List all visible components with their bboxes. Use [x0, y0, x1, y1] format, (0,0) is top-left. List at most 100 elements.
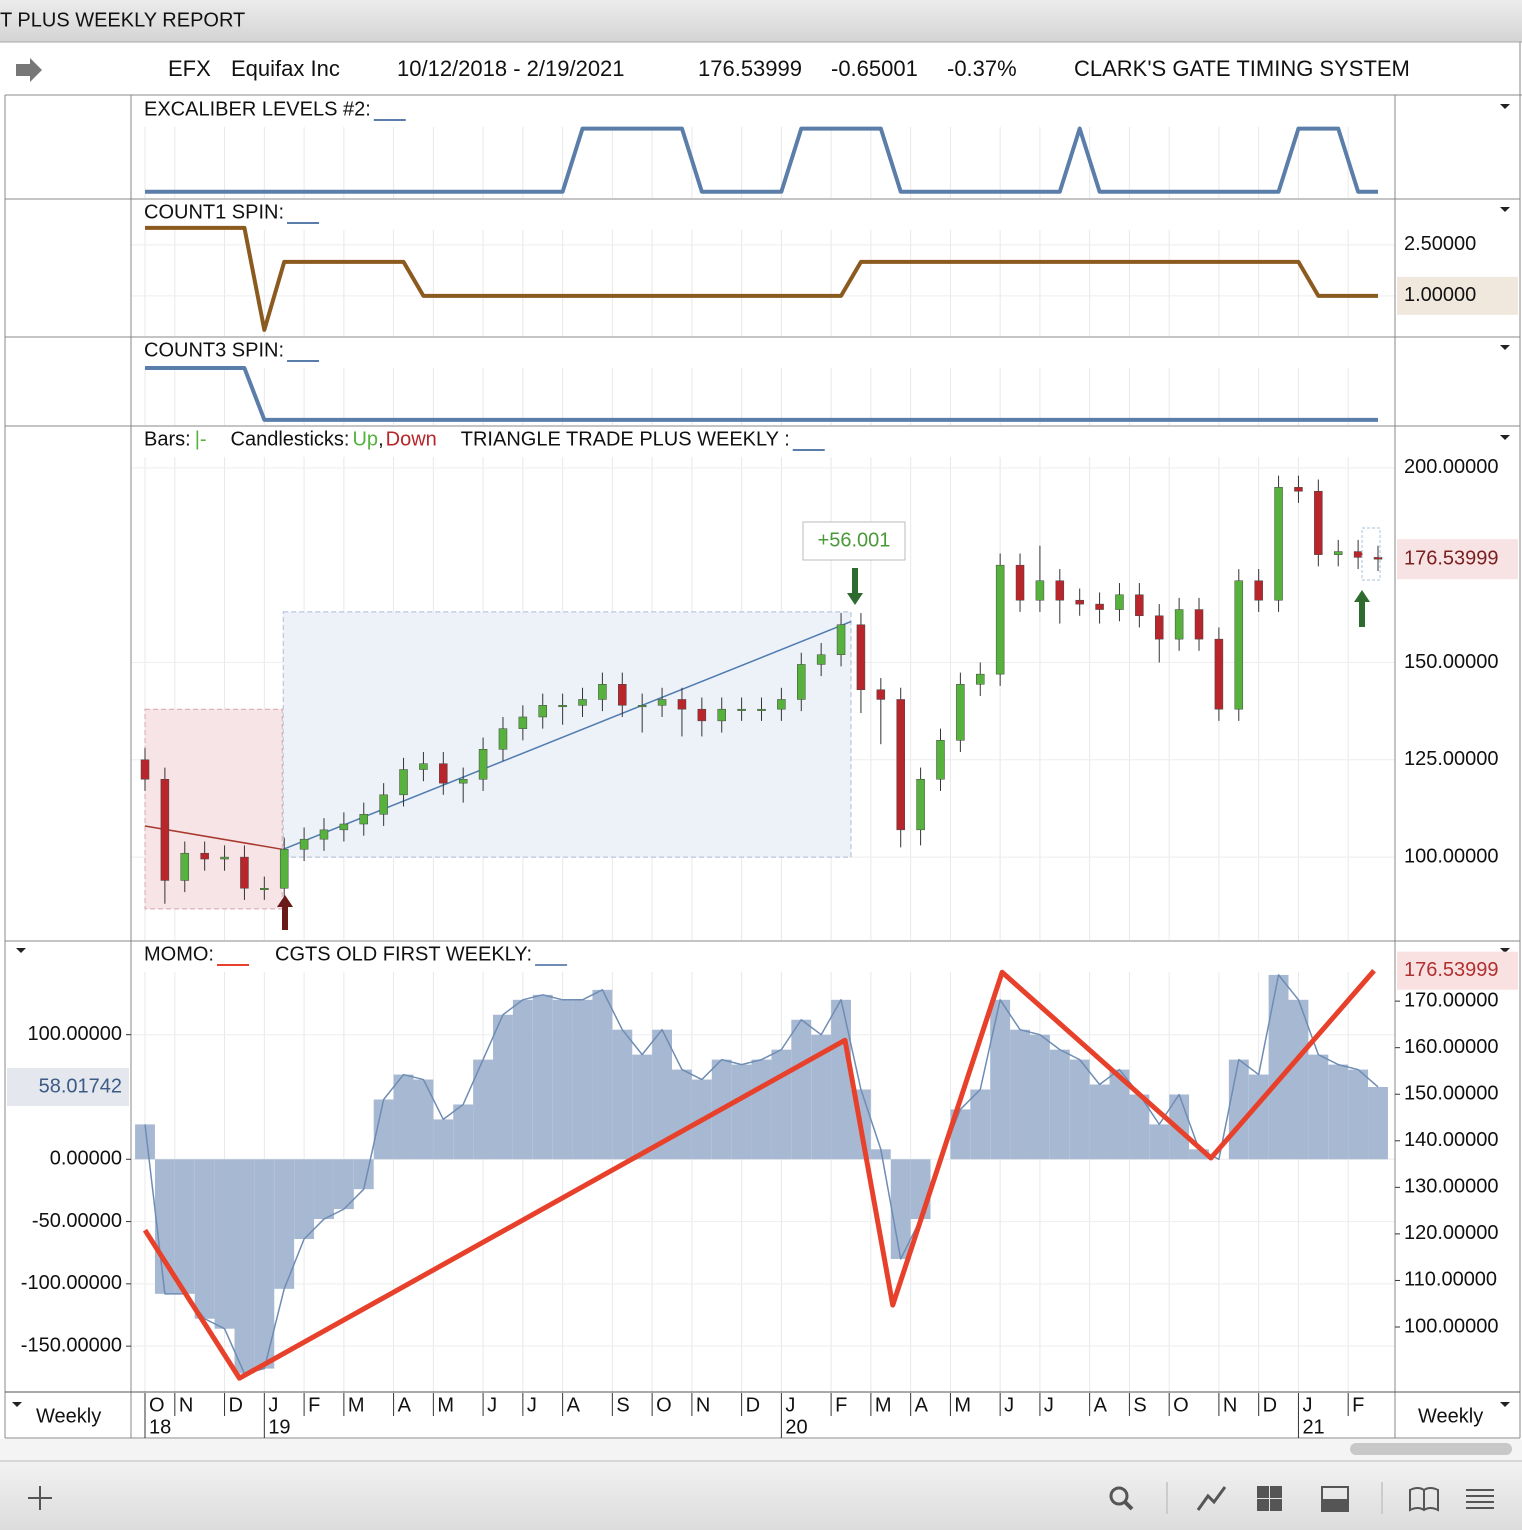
- candle-body: [339, 823, 349, 831]
- x-tick-label: A: [567, 1394, 581, 1416]
- x-tick-label: F: [308, 1394, 320, 1416]
- histogram-bar: [1129, 1094, 1150, 1160]
- histogram-bar: [910, 1159, 931, 1220]
- period-label[interactable]: Weekly: [36, 1405, 101, 1427]
- x-tick-label: N: [179, 1394, 193, 1416]
- legend-text: Up: [352, 428, 378, 450]
- candle-body: [140, 759, 150, 780]
- candle-body: [717, 708, 726, 722]
- candle-body: [1035, 580, 1045, 601]
- current-price-label: 176.53999: [1404, 547, 1499, 569]
- candle-body: [816, 654, 826, 665]
- panel-title: TRIANGLE TRADE PLUS WEEKLY :: [461, 428, 790, 450]
- layout-button-part: [1270, 1486, 1282, 1498]
- x-tick-label: O: [656, 1394, 672, 1416]
- histogram-bar: [771, 1049, 792, 1160]
- arrow-icon[interactable]: [16, 58, 42, 82]
- histogram-bar: [294, 1159, 315, 1240]
- mark-layer: [135, 126, 1388, 1381]
- histogram-bar: [632, 1054, 653, 1160]
- book-button[interactable]: [1409, 1487, 1439, 1512]
- candle-body: [1135, 594, 1144, 617]
- scrollbar[interactable]: [1350, 1443, 1512, 1455]
- candle-body: [439, 763, 448, 784]
- candle-body: [896, 699, 905, 831]
- y-tick-label: 2.50000: [1404, 233, 1476, 255]
- y-tick-label: -50.00000: [32, 1210, 122, 1232]
- layout-button[interactable]: [1257, 1486, 1269, 1498]
- histogram-bar: [1228, 1059, 1249, 1160]
- series-line: [142, 969, 1376, 1381]
- price-change-pct: -0.37%: [947, 56, 1017, 81]
- current-value-label: 58.01742: [39, 1075, 122, 1097]
- candle-body: [200, 852, 209, 860]
- year-tick-label: 18: [149, 1416, 171, 1438]
- add-button[interactable]: [28, 1486, 52, 1510]
- panel-menu[interactable]: [16, 948, 26, 953]
- period-menu[interactable]: [1500, 1402, 1510, 1407]
- current-value-tag: [1397, 276, 1518, 315]
- candle-body: [697, 708, 707, 722]
- date-range: 10/12/2018 - 2/19/2021: [397, 56, 625, 81]
- histogram-bar: [433, 1119, 454, 1160]
- legend-text: |-: [195, 428, 207, 450]
- y-tick-label: 125.00000: [1404, 748, 1499, 770]
- panel-title: MOMO:: [144, 943, 214, 965]
- chart-button[interactable]: [1196, 1486, 1227, 1511]
- histogram-bar: [174, 1159, 195, 1294]
- series-line: [145, 366, 1378, 422]
- target-arrow: [847, 568, 863, 605]
- candle-body: [518, 716, 528, 729]
- histogram-bar: [1308, 1054, 1329, 1160]
- histogram-bar: [333, 1159, 354, 1210]
- histogram-bar: [1189, 1149, 1209, 1160]
- histogram-bar: [1288, 999, 1309, 1160]
- period-label[interactable]: Weekly: [1418, 1405, 1483, 1427]
- y2-tick-label: 120.00000: [1404, 1222, 1499, 1244]
- candle-body: [1274, 487, 1283, 601]
- trend-line: [282, 620, 852, 851]
- x-tick-label: N: [696, 1394, 710, 1416]
- candle-body: [299, 838, 309, 850]
- y2-tick-label: 100.00000: [1404, 1315, 1499, 1337]
- panel-menu[interactable]: [1500, 435, 1510, 440]
- x-tick-label: M: [348, 1394, 365, 1416]
- histogram-bar: [473, 1059, 494, 1160]
- panel-menu[interactable]: [1500, 104, 1510, 109]
- histogram-bar: [572, 999, 593, 1160]
- candle-body: [876, 689, 886, 700]
- candle-body: [399, 769, 408, 796]
- menu-button[interactable]: [1466, 1489, 1494, 1509]
- histogram-bar: [652, 1029, 673, 1160]
- annotation: +56.001: [818, 529, 891, 551]
- y-tick-label: -150.00000: [21, 1334, 122, 1356]
- histogram-bar: [731, 1064, 752, 1160]
- candle-body: [856, 624, 866, 690]
- candle-body: [757, 708, 766, 711]
- histogram-bar: [791, 1019, 812, 1160]
- candle-body: [1214, 638, 1224, 710]
- histogram-bar: [990, 999, 1011, 1160]
- candle-body: [1194, 609, 1204, 640]
- candle-body: [1314, 490, 1323, 555]
- series-line: [145, 126, 1378, 194]
- x-tick-label: A: [1094, 1394, 1108, 1416]
- x-tick-label: F: [1352, 1394, 1364, 1416]
- candle-body: [936, 740, 945, 780]
- histogram-bar: [1268, 974, 1289, 1160]
- x-tick-label: J: [527, 1394, 537, 1416]
- period-menu[interactable]: [12, 1402, 22, 1407]
- search-button[interactable]: [1109, 1486, 1129, 1506]
- candle-body: [956, 684, 965, 741]
- candle-body: [657, 699, 667, 706]
- annotation-box: [802, 521, 906, 561]
- x-tick-label: D: [229, 1394, 243, 1416]
- panel-menu[interactable]: [1500, 207, 1510, 212]
- x-tick-label: O: [149, 1394, 165, 1416]
- histogram-bar: [831, 999, 851, 1160]
- info-row: EFX Equifax Inc 10/12/2018 - 2/19/2021 1…: [16, 56, 1410, 82]
- panel-menu[interactable]: [1500, 948, 1510, 953]
- panel-menu[interactable]: [1500, 345, 1510, 350]
